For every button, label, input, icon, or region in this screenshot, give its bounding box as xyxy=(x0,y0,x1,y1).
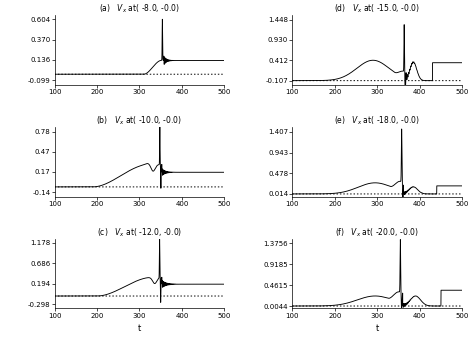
Title: (f)   $V_x$ at( -20.0, -0.0): (f) $V_x$ at( -20.0, -0.0) xyxy=(335,226,419,239)
X-axis label: t: t xyxy=(138,324,141,333)
X-axis label: t: t xyxy=(375,324,379,333)
Title: (c)   $V_x$ at( -12.0, -0.0): (c) $V_x$ at( -12.0, -0.0) xyxy=(97,226,182,239)
Title: (d)   $V_x$ at( -15.0, -0.0): (d) $V_x$ at( -15.0, -0.0) xyxy=(334,3,420,15)
Title: (a)   $V_x$ at( -8.0, -0.0): (a) $V_x$ at( -8.0, -0.0) xyxy=(99,3,180,15)
Title: (e)   $V_x$ at( -18.0, -0.0): (e) $V_x$ at( -18.0, -0.0) xyxy=(334,115,420,127)
Title: (b)   $V_x$ at( -10.0, -0.0): (b) $V_x$ at( -10.0, -0.0) xyxy=(96,115,182,127)
